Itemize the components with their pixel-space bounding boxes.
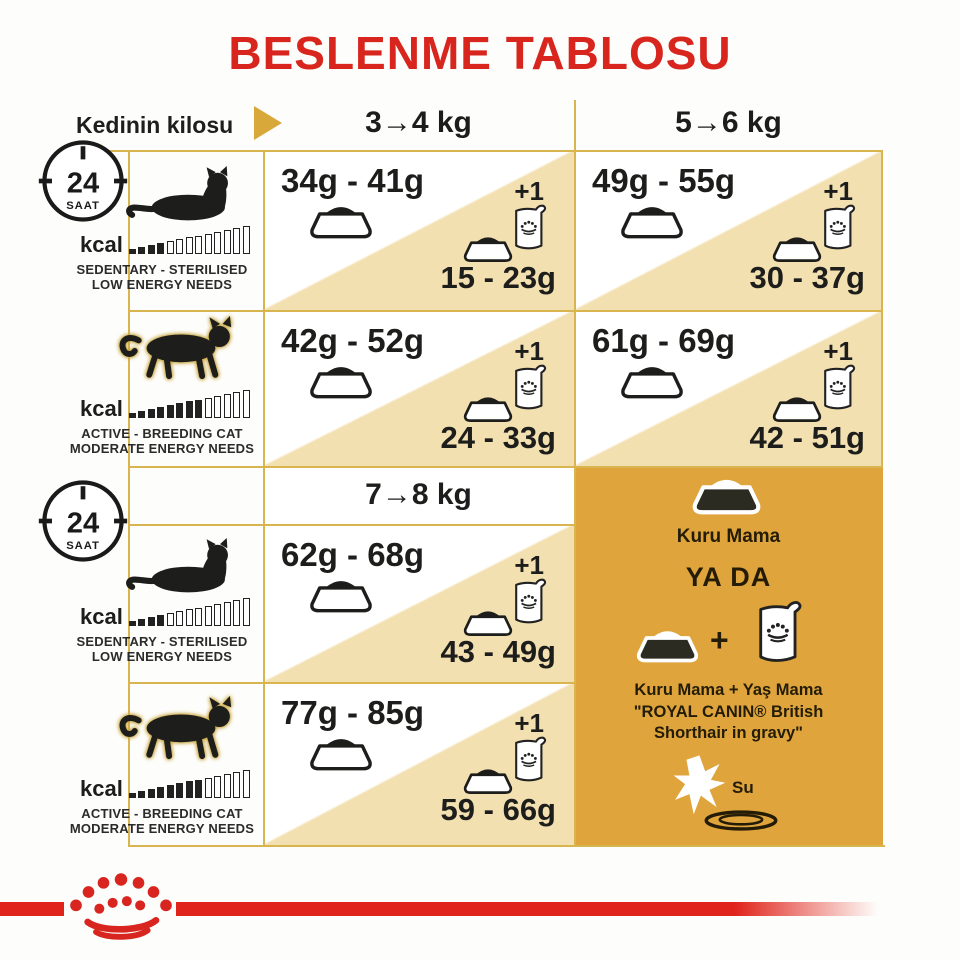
footer-band	[0, 902, 64, 916]
clock-24h-icon: 24 SAAT	[38, 140, 128, 222]
cell-sedentary-7-8kg: 62g - 68g +1 43 - 49g	[263, 524, 574, 682]
table-border	[881, 150, 883, 466]
svg-text:24: 24	[67, 507, 100, 539]
profile-sedentary-section2: kcal SEDENTARY - STERILISED LOW ENERGY NE…	[58, 538, 270, 668]
svg-text:24: 24	[67, 167, 100, 199]
profile-caption: SEDENTARY - STERILISED LOW ENERGY NEEDS	[76, 262, 248, 292]
mixed-ration-value: 15 - 23g	[440, 260, 556, 295]
kcal-label: kcal	[80, 775, 123, 801]
food-bowl-icon	[463, 768, 513, 794]
table-border	[128, 310, 883, 312]
mixed-ration-value: 42 - 51g	[749, 420, 865, 455]
cell-active-5-6kg: 61g - 69g +1 42 - 51g	[574, 310, 883, 466]
mixed-ration-value: 43 - 49g	[440, 634, 556, 669]
svg-text:SAAT: SAAT	[66, 200, 100, 212]
plus-one-pouch-label: +1	[514, 176, 544, 206]
table-border	[263, 150, 265, 845]
kcal-label: kcal	[80, 395, 123, 421]
table-border	[128, 524, 574, 526]
dry-food-label: Kuru Mama	[676, 526, 781, 547]
food-bowl-icon	[463, 396, 513, 422]
table-border	[128, 466, 883, 468]
food-bowl-icon	[463, 610, 513, 636]
profile-caption: ACTIVE - BREEDING CAT MODERATE ENERGY NEE…	[69, 426, 255, 456]
mixed-ration-value: 24 - 33g	[440, 420, 556, 455]
food-bowl-icon	[621, 365, 683, 399]
water-label: Su	[732, 778, 754, 797]
kcal-label: kcal	[80, 231, 123, 257]
royal-canin-crown-logo	[62, 872, 180, 942]
col-header-5-6kg: 5→6 kg	[675, 106, 782, 139]
water-dish-icon	[704, 810, 778, 831]
dry-ration-value: 42g - 52g	[281, 322, 425, 359]
col-header-3-4kg: 3→4 kg	[365, 106, 472, 139]
col-header-7-8kg: 7→8 kg	[263, 466, 574, 524]
dry-ration-value: 34g - 41g	[281, 162, 425, 199]
cell-sedentary-3-4kg: 34g - 41g +1 15 - 23g	[263, 150, 574, 310]
profile-active-section2: kcal ACTIVE - BREEDING CAT MODERATE ENERG…	[58, 694, 270, 842]
weight-column-label: Kedinin kilosu	[76, 112, 234, 138]
kcal-label: kcal	[80, 603, 123, 629]
page-title: BESLENME TABLOSU	[228, 27, 732, 79]
wet-food-pouch-icon	[759, 601, 802, 662]
walking-cat-icon	[94, 314, 264, 388]
cell-sedentary-5-6kg: 49g - 55g +1 30 - 37g	[574, 150, 883, 310]
mixed-ration-value: 59 - 66g	[440, 792, 556, 827]
profile-sedentary-section1: kcal SEDENTARY - STERILISED LOW ENERGY NE…	[58, 166, 270, 296]
food-bowl-icon	[310, 579, 372, 613]
table-border	[128, 682, 574, 684]
plus-one-pouch-label: +1	[514, 336, 544, 366]
mixed-ration-value: 30 - 37g	[749, 260, 865, 295]
dry-food-bowl-icon	[636, 629, 699, 663]
profile-caption: ACTIVE - BREEDING CAT MODERATE ENERGY NEE…	[69, 806, 255, 836]
plus-sign: +	[710, 622, 729, 658]
footer-band	[176, 902, 892, 916]
dry-ration-value: 77g - 85g	[281, 694, 425, 731]
energy-level-bars	[128, 226, 253, 254]
plus-one-pouch-label: +1	[514, 708, 544, 738]
arrow-right-icon	[254, 106, 282, 140]
mixed-feeding-caption: Kuru Mama + Yaş Mama "ROYAL CANIN® Briti…	[633, 681, 824, 742]
food-bowl-icon	[772, 236, 822, 262]
svg-text:SAAT: SAAT	[66, 540, 100, 552]
feeding-options-panel: Kuru Mama YA DA + Kuru Mama + Yaş Mama "…	[574, 466, 883, 845]
food-bowl-icon	[772, 396, 822, 422]
cell-active-7-8kg: 77g - 85g +1 59 - 66g	[263, 682, 574, 845]
table-border	[128, 150, 130, 845]
table-border	[128, 845, 885, 847]
table-border	[574, 100, 576, 845]
dry-ration-value: 61g - 69g	[592, 322, 736, 359]
table-border	[95, 150, 883, 152]
energy-level-bars	[128, 390, 253, 418]
cell-active-3-4kg: 42g - 52g +1 24 - 33g	[263, 310, 574, 466]
dry-ration-value: 62g - 68g	[281, 536, 425, 573]
food-bowl-icon	[310, 365, 372, 399]
profile-caption: SEDENTARY - STERILISED LOW ENERGY NEEDS	[76, 634, 248, 664]
profile-active-section1: kcal ACTIVE - BREEDING CAT MODERATE ENERG…	[58, 314, 270, 462]
dry-food-bowl-icon	[685, 472, 768, 516]
dry-ration-value: 49g - 55g	[592, 162, 736, 199]
plus-one-pouch-label: +1	[823, 176, 853, 206]
walking-cat-icon	[94, 694, 264, 768]
food-bowl-icon	[310, 737, 372, 771]
energy-level-bars	[128, 770, 253, 798]
or-label: YA DA	[685, 562, 772, 592]
clock-24h-icon: 24 SAAT	[38, 480, 128, 562]
energy-level-bars	[128, 598, 253, 626]
food-bowl-icon	[310, 205, 372, 239]
food-bowl-icon	[621, 205, 683, 239]
plus-one-pouch-label: +1	[514, 550, 544, 580]
food-bowl-icon	[463, 236, 513, 262]
plus-one-pouch-label: +1	[823, 336, 853, 366]
